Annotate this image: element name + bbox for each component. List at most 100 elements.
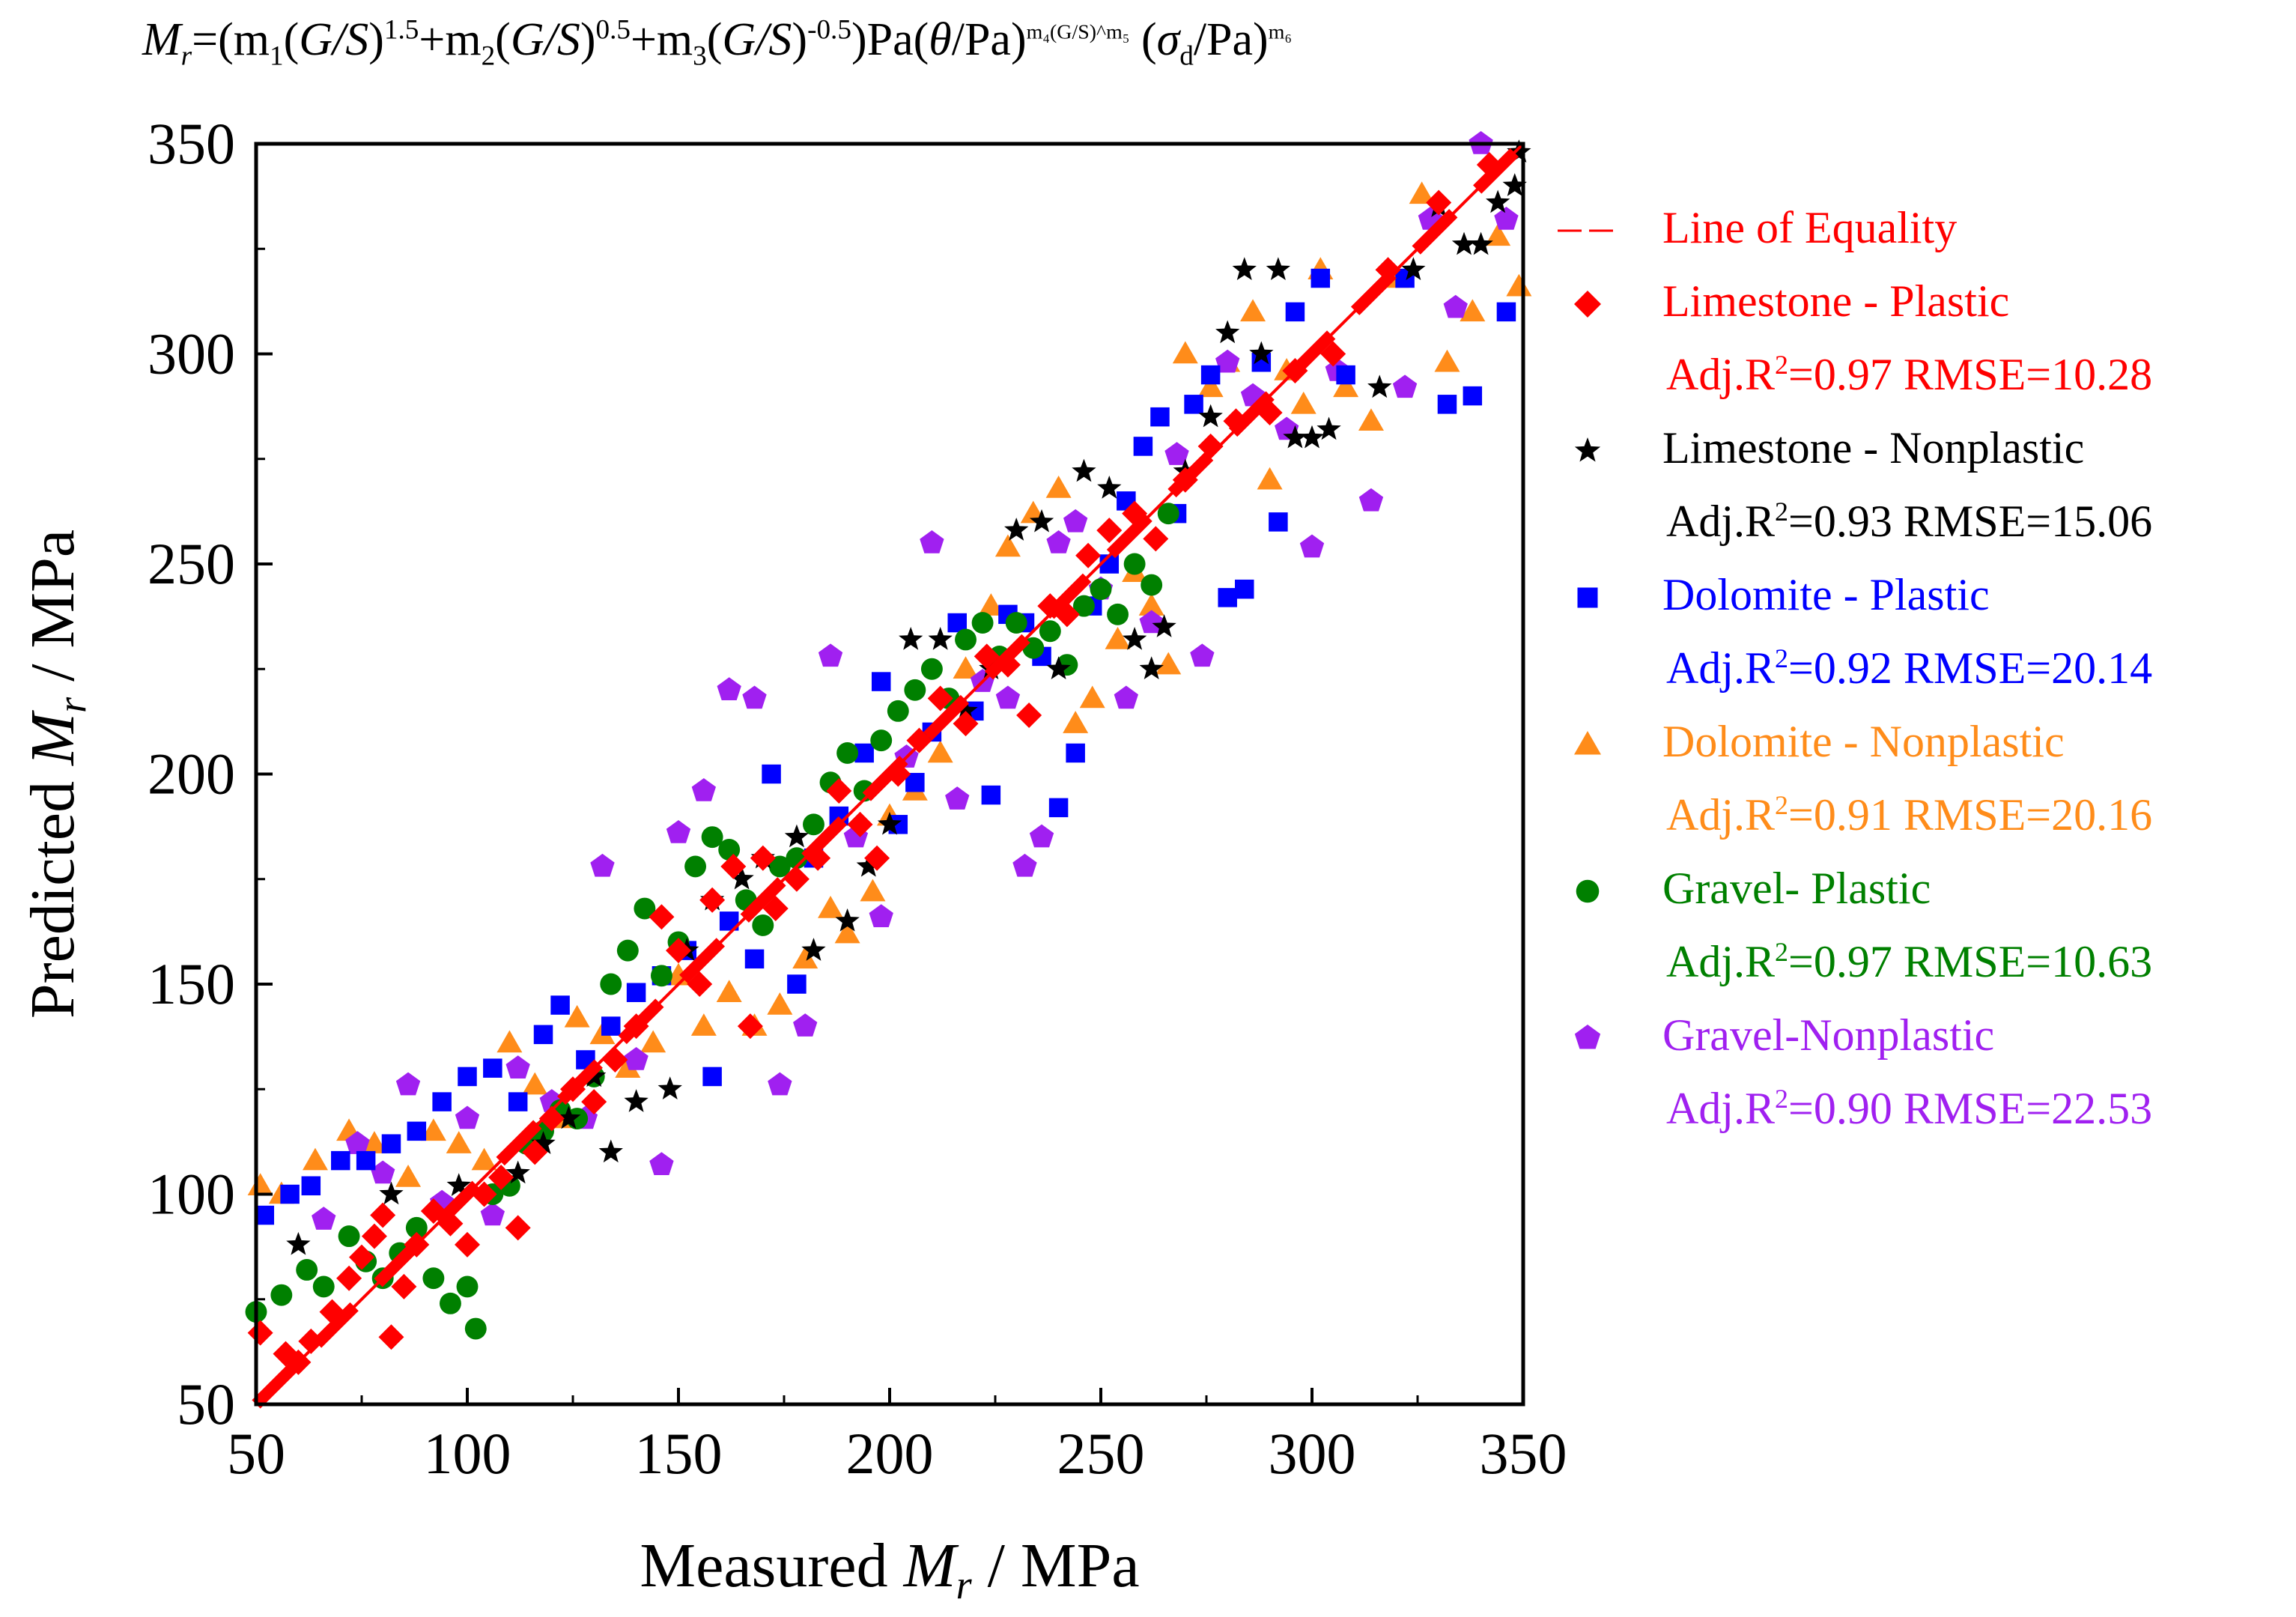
data-point [361,1131,387,1153]
y-tick-label: 350 [148,111,235,176]
data-point [458,1067,477,1087]
legend-stats-gravel-plastic: Adj.R2=0.97 RMSE=10.63 [1558,929,2292,1002]
data-point [1392,374,1418,398]
stat-values: =0.90 RMSE=22.53 [1788,1084,2153,1133]
data-point [1460,299,1486,322]
y-tick-label: 300 [148,321,235,386]
data-point [801,938,826,961]
legend-item-dolomite-plastic: Dolomite - Plastic [1558,562,2292,635]
legend-item-limestone-plastic: Limestone - Plastic [1558,268,2292,342]
data-point [1496,302,1516,322]
data-point [356,1150,376,1171]
data-point [1333,374,1359,398]
data-point [505,1055,530,1078]
triangle-icon [1574,731,1601,755]
x-tick-label: 300 [1269,1421,1356,1486]
data-point [1249,341,1274,365]
data-point [338,1225,360,1248]
data-point [1443,294,1468,318]
data-point [742,685,767,709]
data-point [391,1273,417,1299]
legend-item-reference-line: Line of Equality [1558,195,2292,268]
data-point [1122,626,1147,650]
data-point [1285,302,1305,322]
legend-stats-dolomite-plastic: Adj.R2=0.92 RMSE=20.14 [1558,635,2292,709]
data-point [1029,509,1054,533]
data-point [955,628,977,651]
data-point [793,1013,818,1037]
data-point [1172,341,1198,364]
data-point [1232,257,1257,281]
data-point [649,904,675,930]
data-point [716,980,742,1002]
data-point [1139,656,1164,680]
x-tick-label: 150 [635,1421,723,1486]
stat-values: =0.93 RMSE=15.06 [1788,497,2153,546]
reference-line-layer [252,139,1528,1409]
stat-sup: 2 [1775,497,1789,527]
data-point [953,711,979,737]
data-point [1123,553,1146,575]
legend-item-dolomite-nonplastic: Dolomite - Nonplastic [1558,709,2292,782]
square-marker-icon [1577,587,1598,608]
data-point [978,593,1004,616]
series-dolomite-nonplastic [247,181,1532,1204]
data-point [480,1202,505,1226]
stat-sup: 2 [1775,1084,1789,1114]
data-point [1218,588,1237,607]
model-formula: Mr=(m1(G/S)1.5+m2(G/S)0.5+m3(G/S)-0.5)Pa… [142,14,1293,72]
data-point [1197,374,1224,398]
data-point [1090,578,1112,601]
data-point [928,626,953,650]
axes-ticks: 50 100 150 200 250 300 350 50 100 150 200 250 300 350 [148,111,1567,1486]
data-point [1046,530,1071,553]
data-point [803,813,824,836]
data-point [904,679,926,701]
legend-label: Limestone - Nonplastic [1662,423,2085,473]
data-point [1152,614,1176,637]
data-point [1097,476,1122,499]
data-point [870,729,893,752]
data-point [856,853,881,877]
data-point [717,677,741,701]
stat-values: =0.92 RMSE=20.14 [1788,643,2153,693]
data-point [767,992,793,1015]
data-point [994,534,1021,557]
data-point [616,939,639,962]
data-point [1198,404,1223,428]
circle-marker-icon [1576,879,1600,903]
data-point [270,1284,293,1306]
legend-item-gravel-nonplastic: Gravel-Nonplastic [1558,1002,2292,1076]
data-point [1079,685,1105,709]
data-point [1114,685,1139,709]
data-point [496,1030,523,1053]
star-marker-icon [1574,437,1601,462]
legend-stat-text: Adj.R2=0.97 RMSE=10.63 [1666,936,2152,988]
data-point [446,1173,471,1197]
data-point [379,1181,404,1205]
data-point [906,727,932,753]
data-point [1133,437,1153,456]
data-point [371,1160,395,1184]
legend-label-reference-line: Line of Equality [1662,203,1958,252]
data-point [1485,189,1510,213]
data-point [650,965,672,987]
data-point [920,658,943,680]
x-axis-label: Measured Mr / MPa [640,1531,1139,1607]
data-point [1164,442,1189,465]
data-point [927,740,953,763]
data-point [927,685,953,712]
data-point [1190,643,1215,667]
data-point [395,1165,422,1187]
stat-label: Adj.R [1666,350,1776,399]
series-limestone-plastic [247,152,1502,1375]
data-point [1046,656,1071,680]
data-point [860,879,886,902]
data-point [255,1205,275,1225]
data-point [1141,574,1163,596]
legend-label: Limestone - Plastic [1662,276,2010,326]
data-point [550,995,570,1015]
data-point [286,1231,311,1255]
data-point [600,973,622,995]
